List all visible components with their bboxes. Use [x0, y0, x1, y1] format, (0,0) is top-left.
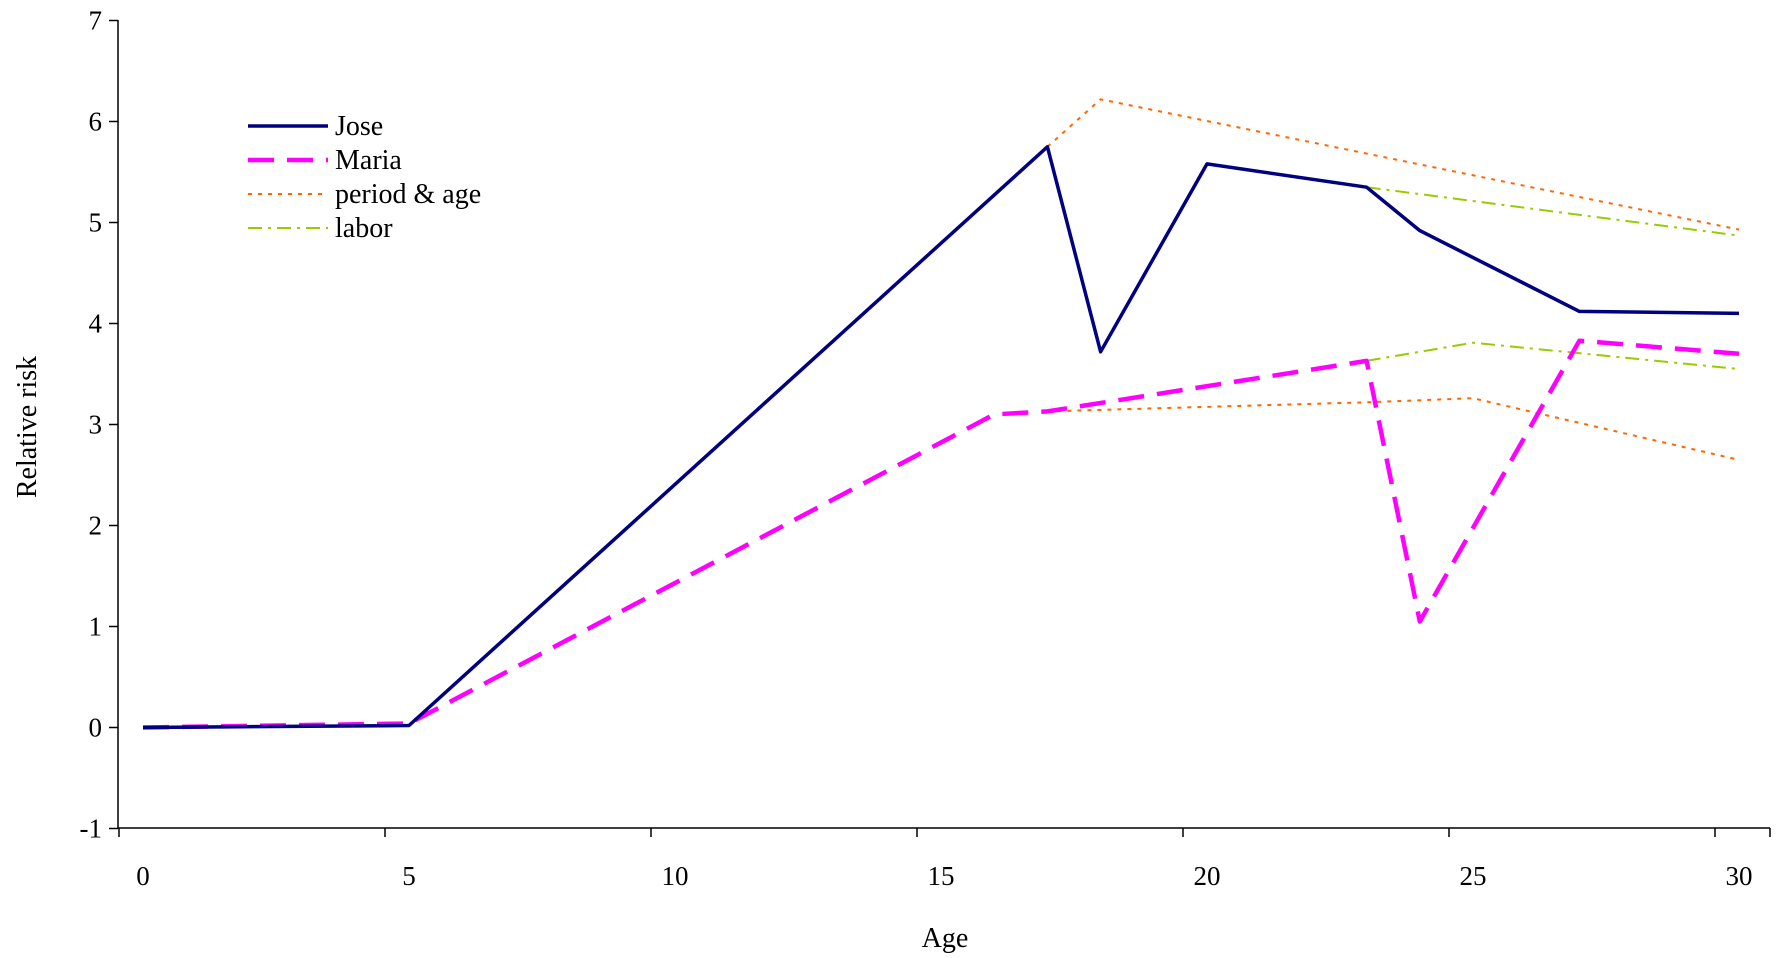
axes: -1 0 1 2 3 4 5 6 7 0 5 10 15 20 25 30 [80, 6, 1771, 891]
legend-label-labor: labor [335, 213, 393, 244]
x-tick-label: 25 [1460, 861, 1487, 891]
x-tick-label: 15 [928, 861, 955, 891]
x-tick-label: 5 [402, 861, 416, 891]
series-line-maria [142, 338, 1740, 730]
y-tick-label: 5 [89, 208, 103, 238]
x-tick-label: 30 [1726, 861, 1753, 891]
x-tick-label: 10 [662, 861, 689, 891]
series-line-labor [1366, 341, 1740, 370]
y-axis-title: Relative risk [12, 356, 43, 498]
y-tick-label: 1 [89, 612, 103, 642]
x-axis-title: Age [922, 923, 969, 954]
series-line-period-age [1046, 98, 1740, 231]
legend-label-jose: Jose [335, 111, 383, 142]
x-tick-label: 0 [136, 861, 150, 891]
legend-label-period-age: period & age [335, 179, 481, 210]
y-tick-label: 7 [89, 6, 103, 36]
y-tick-label: 0 [89, 713, 103, 743]
y-tick-label: 3 [89, 410, 103, 440]
y-tick-label: -1 [80, 814, 103, 844]
y-tick-label: 4 [89, 309, 103, 339]
y-tick-label: 6 [89, 107, 103, 137]
series-line-period-age [1047, 397, 1740, 461]
legend-label-maria: Maria [335, 145, 402, 176]
series-layer [142, 98, 1740, 730]
x-tick-label: 20 [1194, 861, 1221, 891]
y-tick-label: 2 [89, 511, 103, 541]
series-line-jose [142, 145, 1740, 730]
series-line-labor [1366, 186, 1740, 237]
